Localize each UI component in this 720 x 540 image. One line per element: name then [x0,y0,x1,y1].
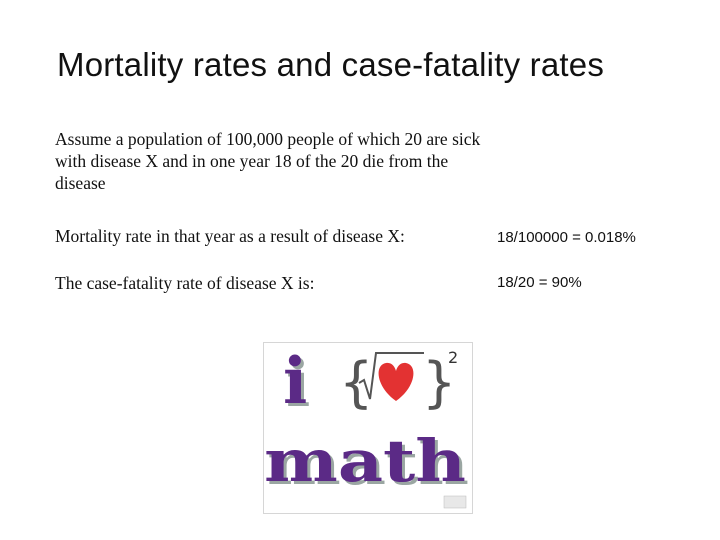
right-brace-icon: } [422,351,456,414]
logo-exponent: 2 [448,348,458,367]
logo-math-shadow: math [267,430,469,498]
case-fatality-label: The case-fatality rate of disease X is: [55,273,315,293]
intro-paragraph: Assume a population of 100,000 people of… [55,129,481,193]
credit-stamp [443,495,467,509]
case-fatality-value: 18/20 = 90% [497,274,582,291]
slide-title: Mortality rates and case-fatality rates [57,46,605,83]
heart-icon [378,362,414,401]
mortality-rate-label: Mortality rate in that year as a result … [55,226,405,246]
i-love-math-logo: i i { } 2 math math [263,342,473,514]
mortality-rate-value: 18/100000 = 0.018% [497,229,636,246]
logo-i-shadow: i [286,347,310,422]
square-root-icon [358,352,424,400]
logo-math-word: math [264,427,466,495]
left-brace-icon: { [339,351,373,414]
logo-i-letter: i [283,344,307,419]
i-love-math-graphic: i i { } 2 math math [264,344,469,509]
